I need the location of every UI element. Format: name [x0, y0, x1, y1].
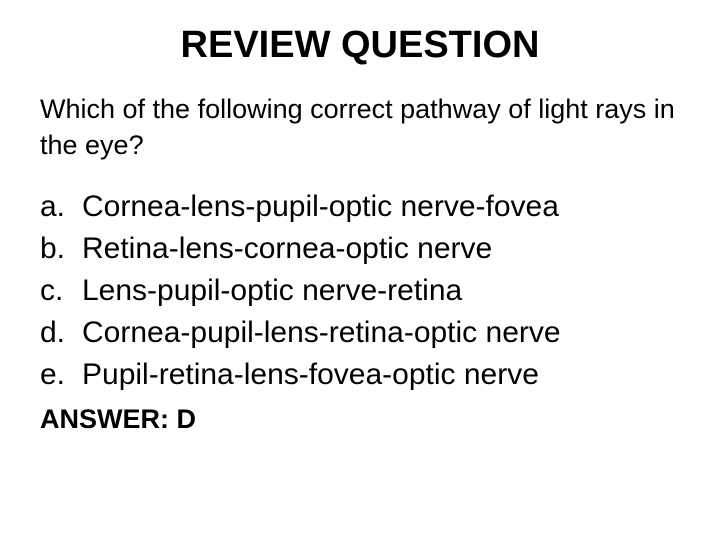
- option-letter: d.: [40, 312, 82, 354]
- question-text: Which of the following correct pathway o…: [40, 91, 680, 164]
- option-item: b. Retina-lens-cornea-optic nerve: [40, 228, 680, 270]
- answer-text: ANSWER: D: [40, 404, 680, 435]
- option-item: a. Cornea-lens-pupil-optic nerve-fovea: [40, 186, 680, 228]
- option-item: e. Pupil-retina-lens-fovea-optic nerve: [40, 354, 680, 396]
- option-item: c. Lens-pupil-optic nerve-retina: [40, 270, 680, 312]
- option-item: d. Cornea-pupil-lens-retina-optic nerve: [40, 312, 680, 354]
- option-letter: b.: [40, 228, 82, 270]
- option-text: Lens-pupil-optic nerve-retina: [82, 270, 462, 312]
- option-text: Cornea-lens-pupil-optic nerve-fovea: [82, 186, 559, 228]
- option-letter: a.: [40, 186, 82, 228]
- options-list: a. Cornea-lens-pupil-optic nerve-fovea b…: [40, 186, 680, 396]
- option-text: Cornea-pupil-lens-retina-optic nerve: [82, 312, 561, 354]
- option-letter: c.: [40, 270, 82, 312]
- option-text: Retina-lens-cornea-optic nerve: [82, 228, 492, 270]
- option-text: Pupil-retina-lens-fovea-optic nerve: [82, 354, 539, 396]
- slide-title: REVIEW QUESTION: [40, 24, 680, 67]
- option-letter: e.: [40, 354, 82, 396]
